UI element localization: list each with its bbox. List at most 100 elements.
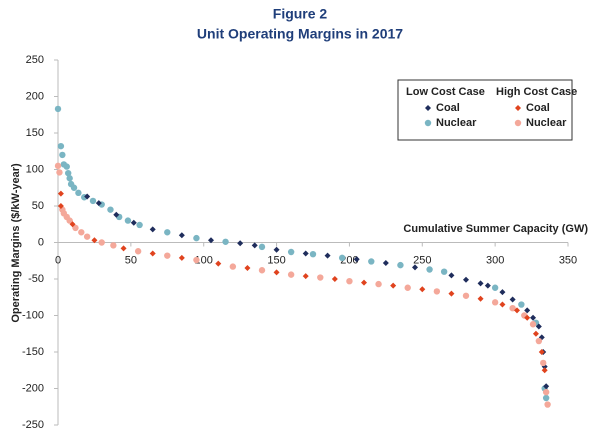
data-point (535, 337, 543, 345)
data-point (193, 256, 200, 264)
legend-marker (515, 105, 521, 111)
data-point (390, 282, 397, 289)
data-point (375, 280, 382, 288)
data-point (544, 401, 551, 408)
data-point (309, 250, 317, 258)
y-tick-label: 100 (26, 163, 44, 175)
legend-group-title: High Cost Case (496, 86, 577, 98)
data-point (440, 268, 448, 275)
data-point (84, 193, 91, 200)
data-point (491, 299, 499, 306)
data-point (509, 296, 516, 303)
chart-title: Figure 2 (273, 6, 328, 22)
data-point (57, 203, 64, 209)
data-point (66, 175, 73, 182)
data-point (302, 250, 309, 257)
data-point (448, 290, 455, 297)
data-point (353, 256, 360, 263)
data-point (107, 206, 114, 213)
x-tick-label: 100 (195, 254, 213, 266)
chart-subtitle: Unit Operating Margins in 2017 (197, 26, 403, 42)
legend-label: Coal (526, 102, 550, 114)
data-point (89, 197, 97, 205)
data-point (69, 221, 76, 228)
data-point (251, 242, 258, 249)
data-point (244, 265, 251, 272)
y-tick-label: -50 (28, 273, 44, 285)
data-point (317, 274, 324, 281)
data-point (136, 221, 143, 229)
data-point (338, 254, 346, 262)
data-point (54, 105, 62, 113)
y-tick-label: -100 (22, 309, 44, 321)
data-point (477, 280, 484, 287)
data-point (273, 246, 280, 253)
data-point (412, 264, 418, 271)
data-point (110, 242, 117, 249)
data-point (113, 211, 120, 218)
y-tick-label: -200 (22, 382, 44, 394)
data-point (56, 169, 63, 176)
x-axis-title: Cumulative Summer Capacity (GW) (403, 223, 588, 235)
data-point (404, 284, 411, 291)
data-point (541, 367, 548, 374)
y-tick-label: 250 (26, 54, 44, 66)
data-point (63, 163, 70, 170)
data-point (54, 162, 62, 170)
data-point (530, 314, 537, 321)
y-tick-label: 50 (32, 200, 44, 212)
data-point (124, 217, 132, 224)
data-point (477, 295, 484, 302)
data-point (59, 151, 66, 159)
x-tick-label: 150 (267, 254, 285, 266)
data-point (535, 323, 542, 330)
y-tick-label: 200 (26, 90, 44, 102)
data-point (91, 237, 98, 244)
data-point (542, 388, 550, 396)
data-point (208, 237, 214, 244)
data-point (237, 240, 244, 247)
data-point (258, 267, 266, 274)
data-point (397, 261, 404, 269)
data-point (538, 349, 545, 355)
legend-marker (424, 119, 432, 127)
data-point (540, 359, 547, 367)
data-point (524, 307, 531, 314)
legend-label: Nuclear (436, 117, 477, 129)
legend-marker (514, 119, 522, 127)
data-point (302, 273, 309, 280)
data-point (98, 239, 105, 246)
y-tick-label: -150 (22, 346, 44, 358)
x-tick-label: 0 (55, 254, 61, 266)
data-point (149, 226, 156, 233)
y-tick-label: 0 (38, 236, 44, 248)
data-point (273, 269, 280, 276)
data-point (57, 142, 65, 150)
data-point (178, 232, 185, 239)
data-point (66, 217, 73, 224)
data-point (72, 224, 79, 232)
data-point (65, 169, 72, 177)
y-axis-title: Operating Margins ($/kW-year) (10, 163, 22, 323)
data-point (134, 248, 142, 255)
data-point (164, 229, 171, 236)
data-point (524, 314, 531, 321)
data-point (346, 277, 353, 285)
x-tick-label: 250 (413, 254, 431, 266)
data-point (95, 200, 102, 207)
legend-marker (425, 105, 431, 111)
data-point (70, 184, 78, 191)
data-point (193, 234, 200, 242)
data-point (287, 271, 295, 278)
data-point (164, 252, 171, 259)
data-point (149, 250, 156, 257)
legend-label: Coal (436, 102, 460, 114)
legend-label: Nuclear (526, 117, 567, 129)
data-point (222, 238, 229, 245)
data-point (419, 286, 426, 293)
x-tick-label: 50 (125, 254, 137, 266)
data-point (229, 263, 237, 270)
data-point (433, 288, 441, 295)
data-point (543, 383, 550, 390)
